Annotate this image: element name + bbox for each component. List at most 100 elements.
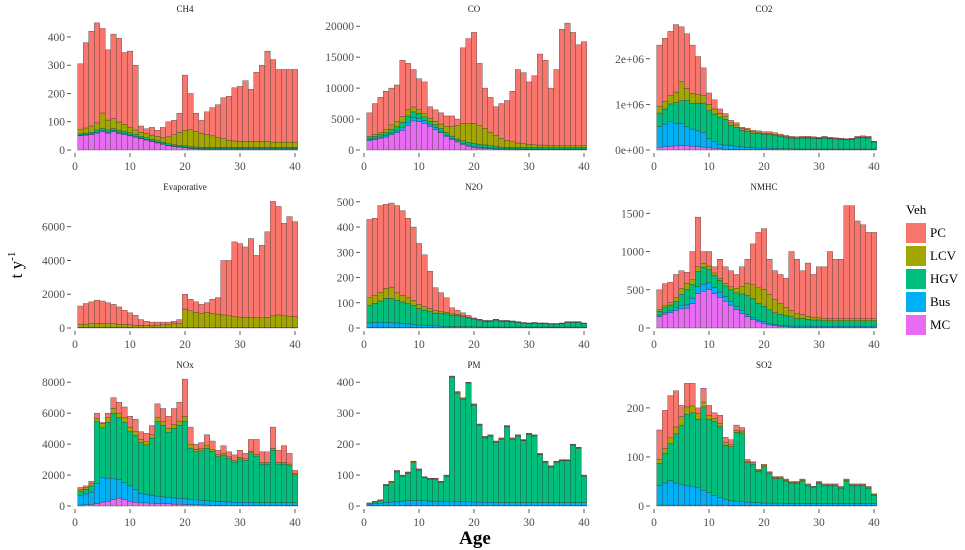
bar-segment-bus [88, 491, 95, 505]
facet-ch4: CH4 0 100 200 300 400 0 10 20 30 40 [48, 4, 301, 173]
bar-segment-pc [854, 483, 861, 486]
bar-segment-pc [220, 260, 227, 316]
bar-segment-lcv [275, 462, 282, 465]
bar-segment-hgv [176, 425, 183, 499]
bar-segment-pc [416, 78, 422, 110]
bar-segment-pc [127, 312, 133, 325]
bar-segment-pc [165, 121, 172, 137]
bar-segment-hgv [449, 377, 455, 502]
bar-segment-bus [372, 322, 378, 328]
bar-segment-bus [717, 291, 723, 298]
y-tick-label: 4000 [42, 439, 65, 451]
bar-segment-hgv [394, 471, 400, 502]
bar-segment-pc [487, 434, 494, 436]
bar-segment-mc [755, 321, 762, 329]
bar-segment-pc [275, 450, 282, 463]
bar-segment-lcv [116, 323, 122, 328]
bar-segment-bus [366, 322, 373, 328]
x-tick-label: 20 [758, 517, 770, 529]
bar-segment-pc [388, 202, 395, 288]
bar-segment-mc [165, 503, 172, 507]
bar-segment-hgv [548, 147, 554, 150]
bar-segment-hgv [504, 426, 510, 503]
bar-segment-mc [684, 307, 690, 329]
bar-segment-bus [717, 497, 723, 506]
bar-segment-lcv [83, 487, 89, 490]
bar-segment-hgv [454, 315, 461, 327]
bar-segment-lcv [275, 141, 282, 148]
bar-segment-bus [427, 124, 433, 127]
bar-segment-bus [438, 326, 444, 328]
bar-segment-pc [292, 221, 298, 317]
bar-segment-hgv [570, 445, 576, 503]
bar-segment-lcv [182, 308, 188, 328]
y-tick-label: 300 [48, 60, 66, 72]
x-tick-label: 30 [523, 161, 535, 173]
bar-segment-bus [460, 501, 466, 506]
bar-segment-lcv [394, 292, 400, 301]
bar-segment-pc [405, 63, 411, 110]
bar-segment-mc [182, 504, 188, 507]
facet-evaporative: Evaporative 0 2000 4000 6000 0 10 20 30 40 [42, 182, 301, 351]
bar-segment-mc [99, 501, 106, 507]
bar-segment-pc [717, 108, 723, 114]
bar-segment-lcv [259, 141, 265, 148]
bar-segment-bus [689, 128, 696, 147]
bar-segment-pc [783, 135, 789, 137]
bar-segment-pc [750, 243, 756, 285]
bar-segment-mc [399, 130, 406, 151]
bar-segment-hgv [416, 469, 422, 501]
bar-segment-lcv [83, 127, 89, 134]
bar-segment-hgv [438, 313, 444, 327]
bar-segment-pc [105, 412, 111, 418]
bar-segment-hgv [722, 119, 729, 146]
bar-segment-bus [553, 502, 560, 506]
bar-segment-bus [739, 501, 745, 506]
bar-segment-hgv [520, 440, 527, 503]
bar-segment-bus [399, 127, 406, 131]
bar-segment-lcv [264, 317, 271, 328]
bar-segment-bus [77, 495, 84, 506]
bar-segment-lcv [717, 423, 723, 427]
facet-title: NMHC [750, 182, 777, 192]
bar-segment-pc [728, 270, 734, 287]
bar-segment-hgv [860, 137, 866, 150]
bar-segment-hgv [700, 102, 707, 133]
bar-segment-pc [744, 259, 751, 284]
legend-item-hgv: HGV [906, 269, 959, 289]
bar-segment-hgv [372, 501, 378, 505]
bar-segment-hgv [515, 322, 521, 328]
bar-segment-hgv [77, 133, 84, 136]
bar-segment-hgv [772, 478, 778, 504]
bar-segment-pc [542, 460, 549, 462]
bar-segment-lcv [438, 123, 444, 129]
bar-segment-lcv [656, 309, 663, 312]
bar-segment-pc [794, 481, 800, 483]
bar-segment-lcv [99, 323, 106, 328]
bar-segment-hgv [509, 147, 516, 150]
bar-segment-pc [728, 439, 734, 445]
bar-segment-hgv [553, 462, 560, 503]
bar-segment-mc [83, 504, 89, 507]
x-tick-label: 10 [413, 339, 425, 351]
bar-segment-hgv [471, 318, 477, 327]
bar-segment-pc [182, 74, 188, 131]
bar-segment-lcv [286, 315, 293, 328]
bar-segment-bus [673, 122, 679, 147]
bar-segment-hgv [259, 463, 265, 503]
bar-segment-hgv [77, 490, 84, 496]
bar-segment-bus [750, 502, 756, 506]
bar-segment-pc [383, 91, 389, 130]
bar-segment-lcv [105, 119, 111, 131]
bar-segment-hgv [171, 144, 177, 147]
bar-segment-pc [766, 131, 773, 134]
bar-segment-lcv [564, 145, 571, 148]
bar-segment-pc [149, 321, 155, 326]
bar-segment-hgv [132, 435, 139, 490]
bar-segment-pc [88, 301, 95, 324]
bar-segment-lcv [449, 126, 455, 137]
bar-segment-hgv [788, 483, 795, 504]
bar-segment-hgv [805, 319, 811, 327]
bar-segment-hgv [388, 298, 395, 323]
bar-segment-lcv [766, 133, 773, 135]
